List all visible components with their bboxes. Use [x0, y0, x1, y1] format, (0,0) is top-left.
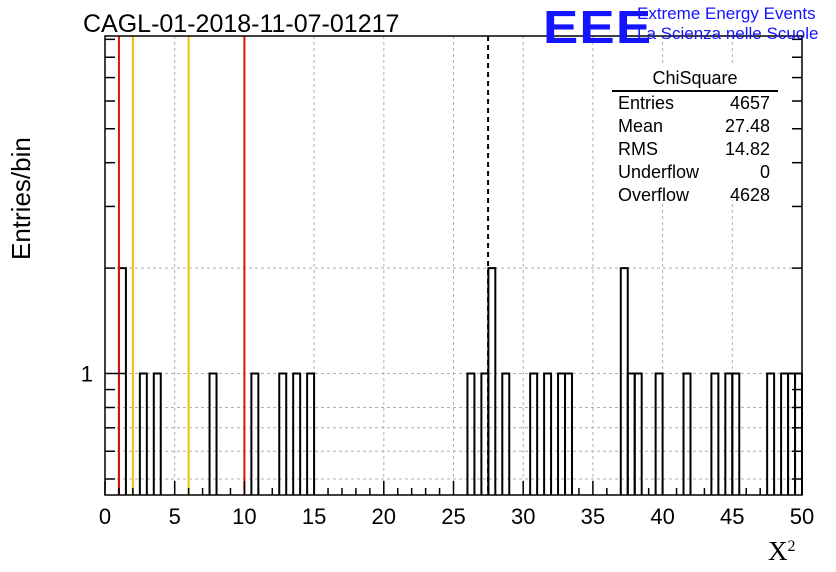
logo-tagline-2: La Scienza nelle Scuole	[637, 24, 819, 43]
x-tick-label: 30	[511, 504, 535, 529]
x-tick-label: 15	[302, 504, 326, 529]
logo-tagline-1: Extreme Energy Events	[637, 4, 816, 23]
x-tick-label: 5	[169, 504, 181, 529]
histogram-bin	[501, 372, 511, 495]
stats-value: 14.82	[724, 139, 770, 159]
histogram-bin	[543, 372, 553, 495]
x-tick-label: 10	[232, 504, 256, 529]
histogram-bin	[278, 372, 288, 495]
stats-key: Entries	[618, 93, 675, 113]
x-tick-label: 0	[99, 504, 111, 529]
stats-row-rms: RMS 14.82	[618, 139, 770, 161]
stats-row-mean: Mean 27.48	[618, 116, 770, 138]
stats-value: 27.48	[724, 116, 770, 136]
histogram-bin	[633, 372, 643, 495]
histogram-bin	[724, 372, 734, 495]
stats-key: RMS	[618, 139, 658, 159]
stats-key: Mean	[618, 116, 664, 136]
histogram-bin	[292, 372, 302, 495]
y-tick-label: 1	[81, 362, 93, 387]
x-axis-label: X2	[768, 536, 796, 567]
x-tick-label: 40	[650, 504, 674, 529]
histogram-bin	[250, 372, 260, 495]
x-tick-label: 35	[581, 504, 605, 529]
histogram-bin	[487, 267, 497, 495]
histogram-bin	[557, 372, 567, 495]
histogram-bin	[117, 267, 127, 495]
histogram-bin	[564, 372, 573, 495]
stats-key: Underflow	[618, 162, 700, 182]
chart-title: CAGL-01-2018-11-07-01217	[83, 10, 400, 38]
x-tick-label: 45	[720, 504, 744, 529]
histogram-bin	[152, 372, 162, 495]
stats-key: Overflow	[618, 185, 690, 205]
x-axis-label-base: X	[768, 536, 788, 566]
x-tick-label: 25	[441, 504, 465, 529]
eee-logo: EEE	[543, 1, 653, 53]
stats-value: 0	[759, 162, 770, 182]
histogram-bin	[619, 267, 629, 495]
histogram-bin	[306, 372, 316, 495]
histogram-bin	[780, 372, 790, 495]
stats-value: 4628	[729, 185, 770, 205]
histogram-bin	[208, 372, 218, 495]
stats-value: 4657	[729, 93, 770, 113]
x-tick-label: 20	[372, 504, 396, 529]
y-axis-label: Entries/bin	[6, 137, 36, 260]
stats-row-entries: Entries 4657	[618, 93, 770, 115]
histogram-bin	[626, 372, 636, 495]
x-tick-label: 50	[790, 504, 814, 529]
histogram-bin	[138, 372, 148, 495]
histogram-bin	[710, 372, 720, 495]
stats-row-overflow: Overflow 4628	[618, 185, 770, 207]
histogram-bin	[682, 372, 692, 495]
stats-row-underflow: Underflow 0	[618, 162, 770, 184]
histogram-bin	[466, 372, 476, 495]
x-axis-label-sup: 2	[787, 538, 796, 555]
histogram-bin	[787, 372, 797, 495]
histogram-bin	[529, 372, 539, 495]
histogram-bin	[766, 372, 776, 495]
histogram-bin	[654, 372, 664, 495]
stats-title: ChiSquare	[612, 68, 778, 92]
stats-box: ChiSquare Entries 4657 Mean 27.48 RMS 14…	[612, 66, 778, 205]
histogram-bin	[731, 372, 741, 495]
histogram-bin	[794, 372, 803, 495]
